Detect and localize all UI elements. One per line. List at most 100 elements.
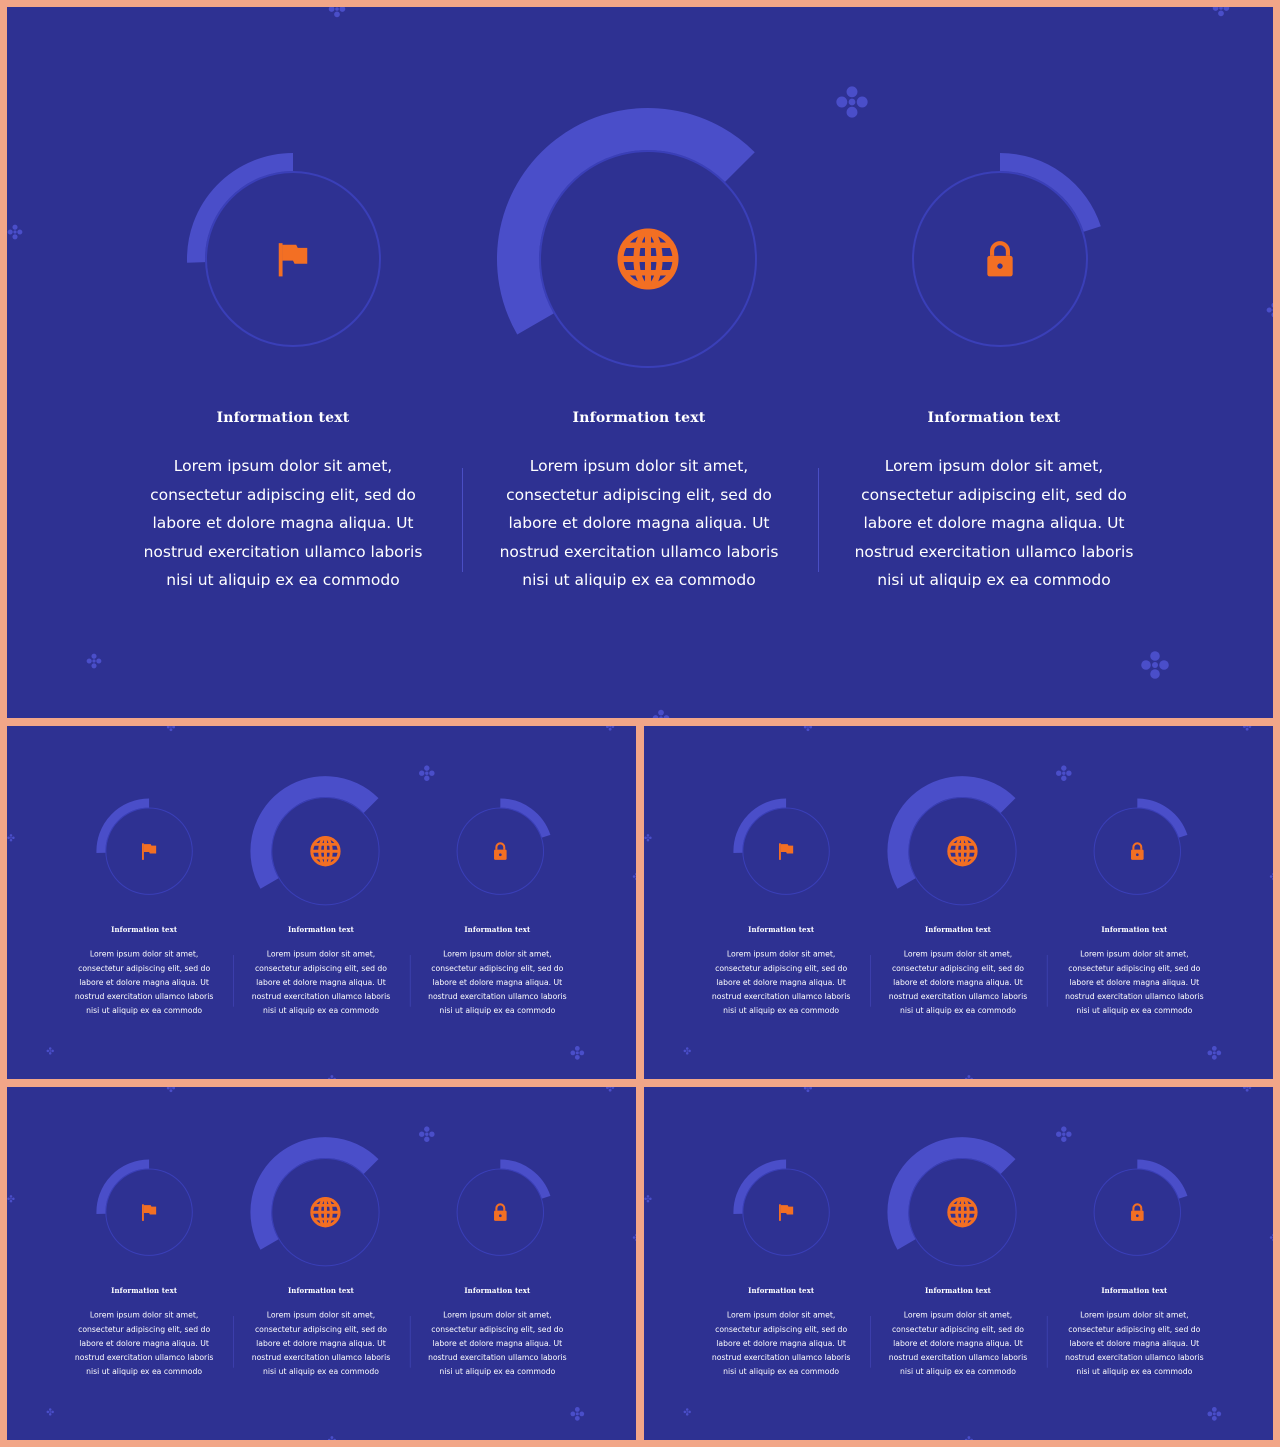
sparkle-decoration [1243,726,1252,733]
ring-arc [250,776,379,889]
sparkle-decoration [606,726,615,733]
ring-arc [999,153,1101,233]
sparkle-decoration [46,1408,54,1418]
globe-icon [947,1197,978,1228]
ring-arc [887,776,1016,889]
flag-icon [779,843,794,860]
sparkle-decoration [803,1087,813,1094]
column-body-text: Lorem ipsum dolor sit amet, consectetur … [854,457,1134,590]
column-title: Information text [748,926,815,935]
column-body-text: Lorem ipsum dolor sit amet, consectetur … [74,949,214,1016]
sparkle-decoration [7,834,15,844]
column-title: Information text [111,926,178,935]
ring-track [105,1168,193,1256]
ring-arc [887,1137,1016,1250]
column-title: Information text [111,1287,178,1296]
lock-icon [1131,842,1144,860]
slide-thumbnail-2[interactable]: Information text Lorem ipsum dolor sit am… [644,726,1273,1079]
sparkle-decoration [644,834,652,844]
sparkle-decoration [327,1436,337,1440]
ring-track [271,797,380,906]
progress-ring [719,784,853,918]
ring-arc [733,1159,787,1215]
progress-ring [1070,1145,1204,1279]
slide-content: Information text Lorem ipsum dolor sit am… [7,1087,636,1440]
column-body-text: Lorem ipsum dolor sit amet, consectetur … [74,1310,214,1377]
column-body-text: Lorem ipsum dolor sit amet, consectetur … [251,949,391,1016]
progress-ring [433,784,567,918]
column-title: Information text [748,1287,815,1296]
sparkle-decoration [1055,1126,1072,1145]
ring-track [908,1158,1017,1267]
slide-thumbnail-1[interactable]: Information text Lorem ipsum dolor sit am… [7,726,636,1079]
column-body-text: Lorem ipsum dolor sit amet, consectetur … [888,1310,1028,1377]
sparkle-decoration [1055,765,1072,784]
column-title: Information text [924,1287,991,1296]
sparkle-decoration [86,653,102,673]
sparkle-decoration [964,1436,974,1440]
progress-ring [236,1123,415,1302]
sparkle-decoration [418,765,435,784]
progress-ring [82,784,216,918]
column-divider [462,468,463,572]
progress-ring [873,762,1052,941]
column-title: Information text [287,926,354,935]
column-body-text: Lorem ipsum dolor sit amet, consectetur … [428,1310,567,1377]
sparkle-decoration [327,1075,337,1079]
column-title: Information text [1101,1287,1168,1296]
ring-arc [96,1159,150,1215]
ring-track [742,1168,830,1256]
sparkle-decoration [683,1408,691,1418]
ring-track [742,807,830,895]
column-body-text: Lorem ipsum dolor sit amet, consectetur … [888,949,1028,1016]
column-body-text: Lorem ipsum dolor sit amet, consectetur … [711,1310,851,1377]
column-title: Information text [464,1287,531,1296]
ring-track [1093,1168,1182,1256]
globe-icon [947,836,978,867]
progress-ring [719,1145,853,1279]
sparkle-decoration [570,1045,585,1062]
slide-thumbnail-3[interactable]: Information text Lorem ipsum dolor sit am… [7,1087,636,1440]
sparkle-decoration [7,1195,15,1205]
ring-track [105,807,193,895]
sparkle-decoration [1212,7,1230,21]
slide-thumbnail-4[interactable]: Information text Lorem ipsum dolor sit am… [644,1087,1273,1440]
column-body-text: Lorem ipsum dolor sit amet, consectetur … [143,457,423,590]
sparkle-decoration [1266,302,1273,322]
sparkle-decoration [644,1195,652,1205]
sparkle-decoration [964,1075,974,1079]
globe-icon [310,1197,341,1228]
column-title: Information text [927,410,1061,426]
sparkle-decoration [803,726,813,733]
column-body-text: Lorem ipsum dolor sit amet, consectetur … [711,949,851,1016]
column-divider [818,468,819,572]
column-body-text: Lorem ipsum dolor sit amet, consectetur … [251,1310,391,1377]
globe-icon [310,836,341,867]
flag-icon [278,243,308,277]
column-body-text: Lorem ipsum dolor sit amet, consectetur … [1065,1310,1204,1377]
sparkle-decoration [835,85,869,123]
ring-track [271,1158,380,1267]
ring-track [908,797,1017,906]
progress-ring [433,1145,567,1279]
lock-icon [494,1203,507,1221]
sparkle-decoration [683,1047,691,1057]
column-title: Information text [924,926,991,935]
progress-ring [1070,784,1204,918]
ring-arc [733,798,787,854]
slide-content: Information text Lorem ipsum dolor sit am… [644,1087,1273,1440]
slide-main[interactable]: Information text Lorem ipsum dolor sit am… [7,7,1273,718]
sparkle-decoration [1269,872,1273,883]
ring-arc [250,1137,379,1250]
ring-track [1093,807,1182,895]
sparkle-decoration [652,709,670,718]
slide-content: Information text Lorem ipsum dolor sit am… [7,726,636,1079]
sparkle-decoration [1140,650,1170,684]
progress-ring [873,1123,1052,1302]
lock-icon [494,842,507,860]
sparkle-decoration [418,1126,435,1145]
column-title: Information text [216,410,350,426]
sparkle-decoration [606,1087,615,1094]
ring-arc [500,798,551,838]
ring-track [205,171,381,347]
